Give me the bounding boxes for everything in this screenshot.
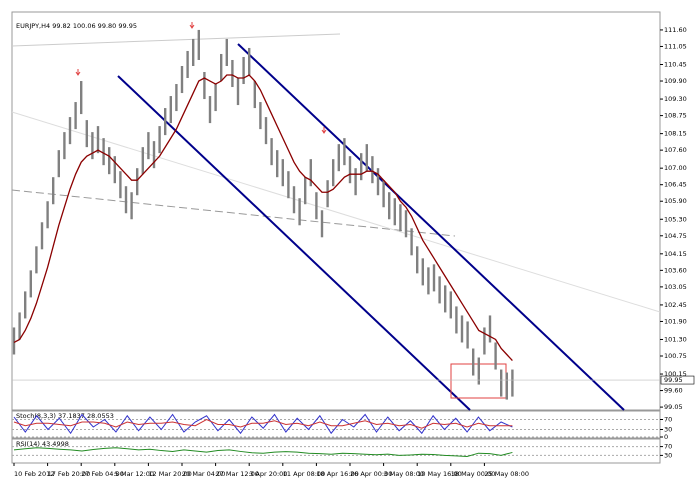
x-tick-label: 18 May 00:00 <box>451 470 496 478</box>
y-tick-label: 109.30 <box>664 95 687 103</box>
x-tick-label: 20 Mar 04:00 <box>182 470 225 478</box>
x-tick-label: 3 Apr 20:00 <box>249 470 287 478</box>
y-tick-label: 104.15 <box>664 250 687 258</box>
x-tick-label: 26 Apr 00:00 <box>350 470 392 478</box>
y-tick-label: 100.75 <box>664 352 687 360</box>
x-tick-label: 10 May 16:00 <box>417 470 462 478</box>
y-tick-label: 101.90 <box>664 317 687 325</box>
y-tick-label: 105.30 <box>664 215 687 223</box>
fractal-arrow <box>321 127 327 134</box>
y-tick-label: 107.60 <box>664 146 687 154</box>
y-tick-label: 70 <box>664 443 672 451</box>
indicator-line <box>13 447 513 458</box>
last-price-label: 99.95 <box>664 376 683 384</box>
y-tick-label: 102.45 <box>664 301 687 309</box>
y-tick-label: 103.60 <box>664 266 687 274</box>
y-tick-label: 101.30 <box>664 335 687 343</box>
x-tick-label: 11 Apr 08:00 <box>283 470 325 478</box>
x-tick-label: 27 Mar 12:00 <box>216 470 259 478</box>
main-panel <box>11 11 661 411</box>
panel-title: EURJPY,H4 99.82 100.06 99.80 99.95 <box>16 22 137 30</box>
trend-line <box>11 189 456 237</box>
channel-line <box>117 75 471 411</box>
indicator-line <box>13 413 513 435</box>
y-tick-label: 30 <box>664 426 672 434</box>
x-tick-label: 12 Mar 20:00 <box>148 470 191 478</box>
y-tick-label: 104.75 <box>664 232 687 240</box>
y-tick-label: 99.60 <box>664 387 683 395</box>
rsi-panel <box>11 438 661 464</box>
panel-title: RSI(14) 43.4998 <box>16 440 69 448</box>
y-tick-label: 108.15 <box>664 130 687 138</box>
y-tick-label: 107.00 <box>664 164 687 172</box>
y-tick-label: 108.75 <box>664 112 687 120</box>
y-tick-label: 111.05 <box>664 42 687 50</box>
y-tick-label: 105.90 <box>664 197 687 205</box>
y-tick-label: 99.05 <box>664 403 683 411</box>
y-tick-label: 0 <box>664 433 668 441</box>
x-tick-label: 10 Feb 2012 <box>14 470 54 478</box>
panel-title: Stoch(8,3,3) 37.1837 28.0553 <box>16 412 114 420</box>
x-tick-label: 18 Apr 16:00 <box>316 470 358 478</box>
x-tick-label: 17 Feb 20:00 <box>48 470 91 478</box>
trend-line <box>11 33 341 47</box>
stoch-panel <box>11 410 661 439</box>
y-tick-label: 109.90 <box>664 77 687 85</box>
indicator-line <box>13 418 513 429</box>
x-tick-label: 5 Mar 12:00 <box>115 470 154 478</box>
trend-line <box>11 111 661 313</box>
x-tick-label: 25 May 08:00 <box>484 470 529 478</box>
y-tick-label: 30 <box>664 451 672 459</box>
channel-line <box>237 43 625 411</box>
y-tick-label: 103.05 <box>664 283 687 291</box>
last-price-box <box>660 375 695 385</box>
fractal-markers <box>75 22 327 134</box>
moving-average <box>13 74 513 361</box>
fractal-arrow <box>75 69 81 76</box>
y-tick-label: 106.45 <box>664 181 687 189</box>
x-tick-label: 27 Feb 04:00 <box>81 470 124 478</box>
y-tick-label: 110.45 <box>664 60 687 68</box>
y-tick-label: 100.15 <box>664 370 687 378</box>
x-tick-label: 3 May 08:00 <box>384 470 424 478</box>
y-tick-label: 70 <box>664 416 672 424</box>
y-tick-label: 111.60 <box>664 26 687 34</box>
fractal-arrow <box>189 22 195 29</box>
